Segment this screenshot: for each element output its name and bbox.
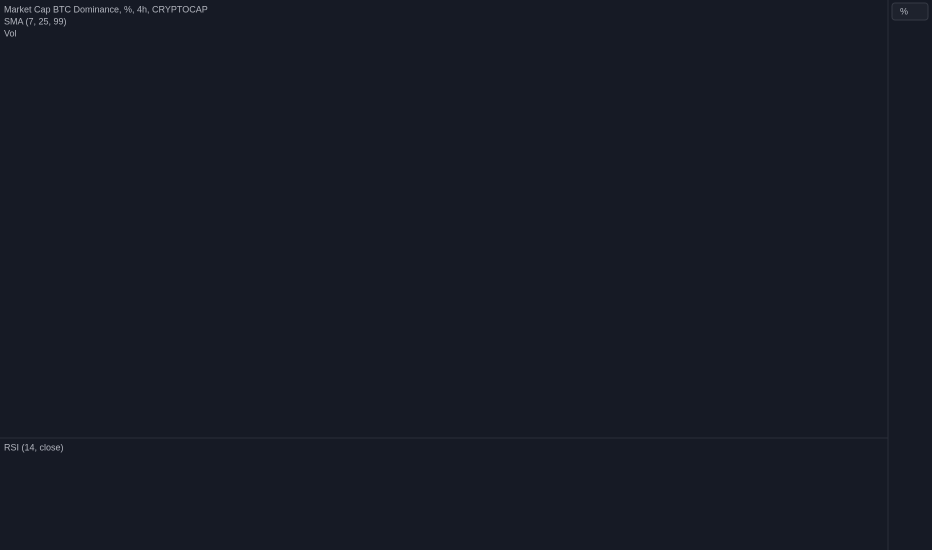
chart-title: Market Cap BTC Dominance, %, 4h, CRYPTOC… <box>4 4 208 14</box>
scale-button[interactable] <box>891 2 929 21</box>
scale-button-label[interactable]: % <box>900 6 908 16</box>
indicator-label: SMA (7, 25, 99) <box>4 16 67 26</box>
rsi-label: RSI (14, close) <box>4 442 64 452</box>
volume-label: Vol <box>4 28 17 38</box>
